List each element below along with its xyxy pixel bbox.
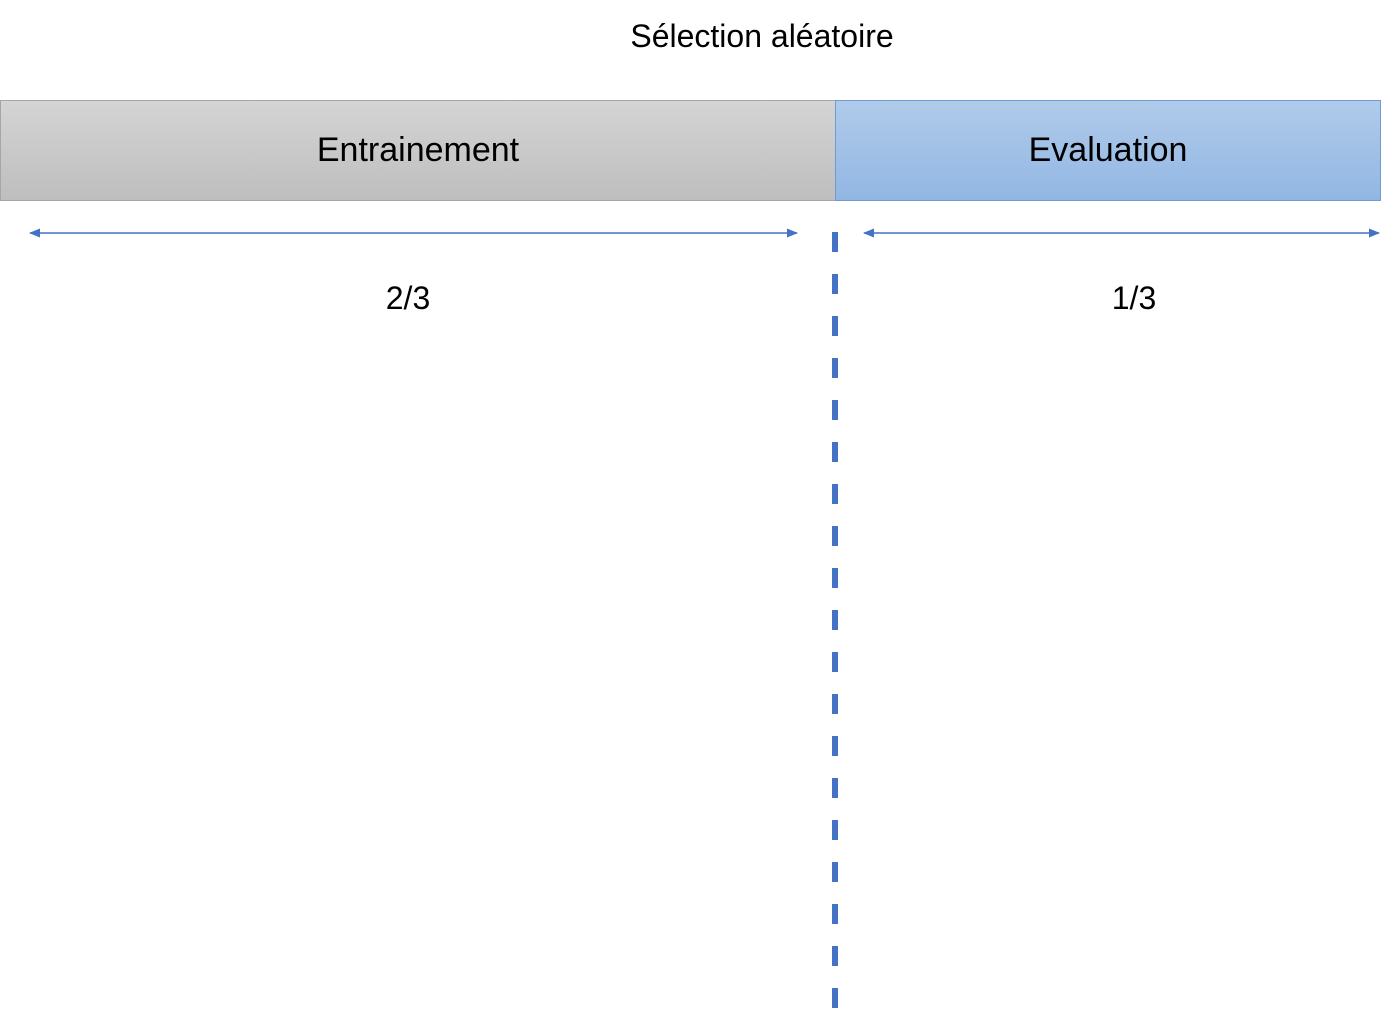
training-segment-label: Entrainement	[316, 131, 520, 169]
training-fraction: 2/3	[385, 280, 431, 316]
diagram-title: Sélection aléatoire	[630, 18, 894, 54]
evaluation-segment-label: Evaluation	[1028, 131, 1188, 169]
evaluation-fraction: 1/3	[1111, 280, 1157, 316]
training-segment: Entrainement	[0, 100, 836, 201]
evaluation-segment: Evaluation	[835, 100, 1381, 201]
